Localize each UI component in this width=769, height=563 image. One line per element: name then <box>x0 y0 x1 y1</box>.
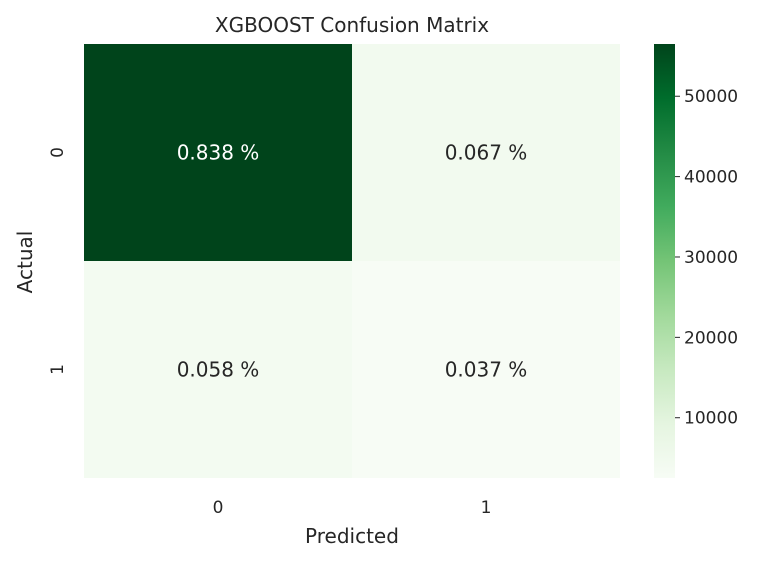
x-tick-1: 1 <box>481 498 492 518</box>
heatmap-cells <box>84 44 620 478</box>
cell-label-r1-c0: 0.058 % <box>177 358 260 382</box>
heatmap-cell-r1-c1 <box>352 261 620 478</box>
colorbar-tick-label-2: 30000 <box>684 248 738 268</box>
y-tick-labels: 01 <box>48 147 68 375</box>
x-tick-0: 0 <box>213 498 224 518</box>
colorbar <box>654 44 675 478</box>
x-axis-label: Predicted <box>305 524 399 548</box>
cell-label-r0-c0: 0.838 % <box>177 141 260 165</box>
cell-label-r1-c1: 0.037 % <box>445 358 528 382</box>
chart-title: XGBOOST Confusion Matrix <box>215 13 489 37</box>
y-axis-label: Actual <box>13 231 37 294</box>
colorbar-tick-label-4: 50000 <box>684 87 738 107</box>
heatmap-cell-r0-c1 <box>352 44 620 261</box>
colorbar-ticks: 10000 20000 30000 40000 50000 <box>675 87 738 429</box>
heatmap-cell-r1-c0 <box>84 261 352 478</box>
y-tick-0: 0 <box>48 147 68 158</box>
y-tick-1: 1 <box>48 364 68 375</box>
heatmap-cell-r0-c0 <box>84 44 352 261</box>
cell-label-r0-c1: 0.067 % <box>445 141 528 165</box>
colorbar-tick-label-3: 40000 <box>684 168 738 188</box>
heatmap-cell-labels: 0.838 % 0.067 % 0.058 % 0.037 % <box>177 141 528 382</box>
colorbar-tick-label-0: 10000 <box>684 409 738 429</box>
colorbar-tick-label-1: 20000 <box>684 328 738 348</box>
